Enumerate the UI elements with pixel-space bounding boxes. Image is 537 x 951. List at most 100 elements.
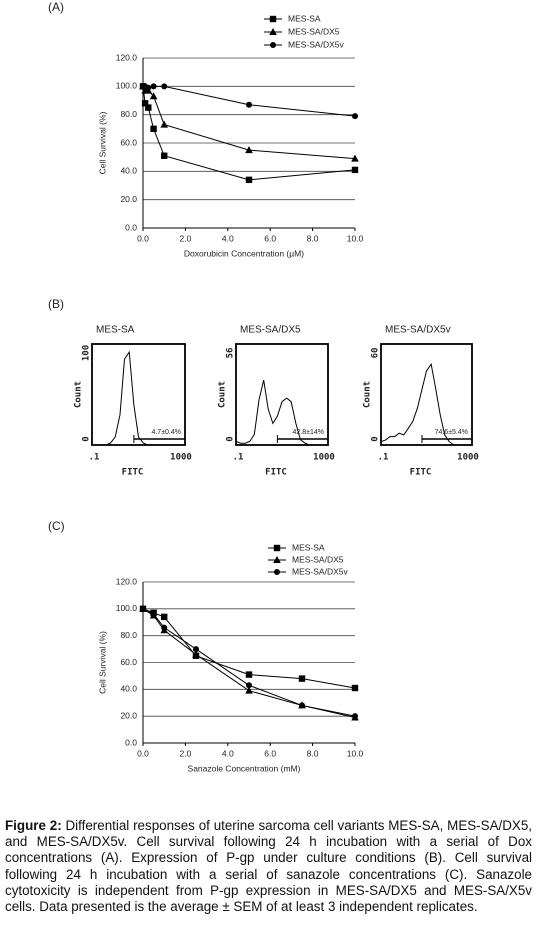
- x-tick-label: 0.0: [137, 748, 149, 758]
- marker: [161, 613, 168, 621]
- x-tick-label: 10.0: [347, 748, 364, 758]
- x-tick-label: .1: [89, 453, 100, 463]
- y-tick-label: 0.0: [125, 737, 137, 747]
- marker: [150, 125, 157, 133]
- marker: [246, 101, 252, 108]
- y-tick-label: 0: [82, 436, 92, 441]
- gate-annotation: 42.8±14%: [293, 429, 324, 436]
- marker: [161, 152, 168, 159]
- marker: [160, 120, 168, 128]
- histogram-trace: [92, 350, 185, 446]
- y-tick-label: 40.0: [120, 166, 137, 176]
- y-tick-label: 120.0: [116, 52, 138, 62]
- gate-annotation: 4.7±0.4%: [151, 429, 181, 436]
- marker: [140, 605, 146, 612]
- x-tick-label: 1000: [457, 453, 479, 463]
- y-tick-label: 80.0: [120, 109, 137, 119]
- x-tick-label: .1: [233, 453, 244, 463]
- plot-frame: [380, 343, 473, 446]
- caption: Figure 2: Differential responses of uter…: [5, 818, 532, 915]
- marker: [245, 671, 253, 678]
- panel-title: MES-SA/DX5: [240, 325, 301, 336]
- x-axis-label: FITC: [265, 468, 287, 478]
- y-tick-label: 20.0: [120, 710, 137, 720]
- marker: [161, 624, 168, 631]
- caption-label: Figure 2:: [5, 818, 62, 833]
- y-tick-label: 40.0: [120, 684, 137, 694]
- marker: [246, 682, 252, 689]
- histogram-trace: [380, 362, 472, 446]
- x-tick-label: 1000: [313, 453, 335, 463]
- y-tick-label: 60: [371, 348, 381, 359]
- x-tick-label: 10.0: [347, 233, 364, 243]
- marker: [273, 556, 281, 563]
- marker: [145, 104, 152, 111]
- y-tick-label: 80.0: [120, 630, 137, 640]
- x-tick-label: 8.0: [307, 233, 319, 243]
- marker: [150, 83, 157, 90]
- gate-annotation: 74.6±5.4%: [435, 429, 468, 436]
- figure: (A) 0.0 20.0 40.0 60.0 80.0 100.0 120.0 0.0 2.0 4.…: [48, 0, 479, 773]
- legend-label: MES-SA/DX5v: [288, 39, 344, 49]
- panel-title: MES-SA/DX5v: [385, 325, 451, 336]
- x-tick-label: 0.0: [137, 233, 149, 243]
- y-tick-label: 60.0: [120, 657, 137, 667]
- x-axis-label: Doxorubicin Concentration (µM): [184, 248, 304, 258]
- y-tick-label: 0: [226, 436, 236, 441]
- marker: [351, 166, 359, 174]
- marker: [193, 646, 199, 653]
- histogram-trace: [235, 379, 328, 446]
- marker: [245, 176, 253, 184]
- legend-label: MES-SA/DX5v: [292, 566, 348, 576]
- y-axis-label: Cell Survival (%): [97, 111, 107, 174]
- x-tick-label: 6.0: [264, 233, 276, 243]
- x-axis-label: Sanazole Concentration (mM): [188, 763, 301, 773]
- marker: [298, 675, 306, 682]
- marker: [245, 146, 253, 154]
- panel-title: MES-SA: [96, 325, 135, 336]
- marker: [270, 42, 276, 48]
- y-tick-label: 20.0: [120, 194, 137, 204]
- plot-frame: [235, 343, 329, 446]
- panel-label: (B): [48, 297, 64, 311]
- marker: [273, 544, 281, 552]
- marker: [145, 84, 152, 91]
- y-tick-label: 120.0: [116, 576, 138, 586]
- marker: [141, 100, 149, 107]
- y-tick-label: 0: [371, 436, 381, 441]
- y-axis-label: Count: [74, 381, 84, 408]
- marker: [245, 686, 253, 694]
- y-tick-label: 60.0: [120, 137, 137, 147]
- y-axis-label: Cell Survival (%): [97, 631, 107, 694]
- caption-text: Differential responses of uterine sarcom…: [5, 818, 532, 915]
- marker: [150, 611, 157, 618]
- x-tick-label: .1: [378, 453, 389, 463]
- x-tick-label: 1000: [170, 453, 192, 463]
- marker: [269, 15, 277, 23]
- marker: [352, 713, 358, 720]
- legend-label: MES-SA: [288, 13, 321, 23]
- legend-label: MES-SA/DX5: [292, 554, 344, 564]
- y-tick-label: 0.0: [125, 222, 137, 232]
- x-tick-label: 4.0: [222, 748, 234, 758]
- y-tick-label: 100: [82, 345, 92, 361]
- series-line: [143, 85, 356, 117]
- plot-frame: [91, 343, 186, 446]
- x-tick-label: 6.0: [264, 748, 276, 758]
- y-tick-label: 100.0: [116, 603, 138, 613]
- marker: [192, 650, 200, 658]
- panel-label: (A): [48, 0, 64, 14]
- legend-label: MES-SA: [292, 542, 325, 552]
- y-axis-label: Count: [363, 381, 373, 408]
- x-axis-label: FITC: [122, 468, 144, 478]
- marker: [149, 92, 158, 100]
- marker: [274, 569, 280, 575]
- series-line: [142, 86, 356, 181]
- marker: [352, 113, 358, 120]
- x-tick-label: 2.0: [179, 748, 191, 758]
- y-axis-label: Count: [218, 381, 228, 408]
- y-tick-label: 100.0: [116, 81, 138, 91]
- legend-label: MES-SA/DX5: [288, 26, 340, 36]
- marker: [269, 28, 277, 35]
